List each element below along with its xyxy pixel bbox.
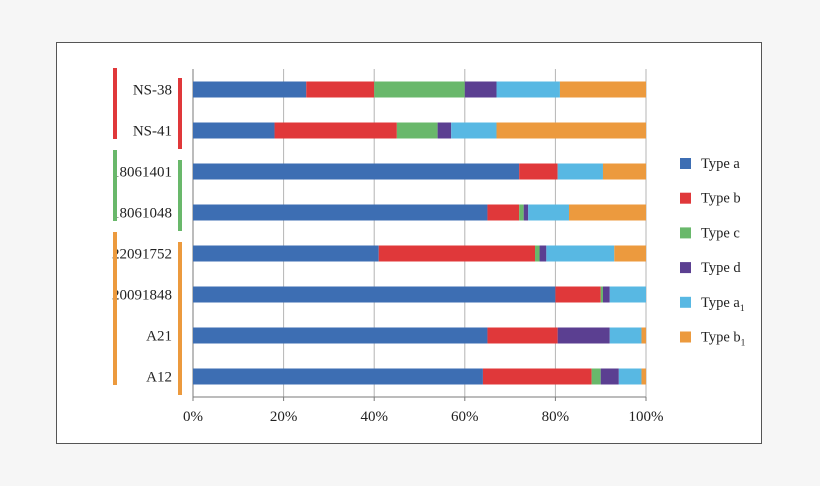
group-bracket-left	[113, 150, 117, 221]
bar-segment	[523, 204, 529, 221]
category-labels: NS-38 NS-41 18061401 18061048 22091752 200918…	[112, 83, 172, 386]
bar-segment	[614, 245, 646, 262]
group-bracket-right	[178, 78, 182, 149]
legend-swatch	[680, 331, 691, 343]
bar-segment	[487, 327, 558, 344]
category-label: 18061048	[112, 206, 172, 222]
group-brackets	[113, 68, 182, 395]
bar-segment	[482, 368, 592, 385]
legend-label: Type a	[701, 156, 740, 172]
legend-swatch	[680, 192, 691, 204]
bar-segment	[193, 245, 379, 262]
bar-segment	[451, 122, 497, 139]
bar-segment	[193, 204, 488, 221]
bar-segment	[193, 81, 307, 98]
category-label: A12	[146, 370, 172, 386]
bar-segment	[496, 122, 646, 139]
bar-segment	[641, 368, 646, 385]
x-tick-label: 0%	[183, 409, 203, 425]
group-bracket-left	[113, 232, 117, 385]
bar-segment	[546, 245, 615, 262]
bar-segment	[600, 368, 619, 385]
bars	[193, 81, 646, 385]
bar-segment	[437, 122, 452, 139]
bar-segment	[609, 286, 646, 303]
bar-segment	[559, 81, 646, 98]
x-tick-label: 60%	[451, 409, 479, 425]
x-tick-label: 40%	[360, 409, 388, 425]
bar-segment	[464, 81, 497, 98]
bar-segment	[618, 368, 642, 385]
bar-segment	[396, 122, 438, 139]
legend-label: Type c	[701, 225, 740, 241]
bar-segment	[193, 368, 483, 385]
bar-segment	[193, 122, 275, 139]
bar-segment	[193, 286, 556, 303]
bar-segment	[600, 286, 603, 303]
category-label: NS-38	[133, 83, 172, 99]
stacked-bar-chart: 0% 20% 40% 60% 80% 100% NS-38 NS-41 18061401 1806…	[112, 68, 746, 425]
bar-segment	[539, 245, 547, 262]
bar-segment	[555, 286, 601, 303]
category-label: NS-41	[133, 124, 172, 140]
legend-label-subscript: 1	[741, 339, 746, 349]
bar-segment	[519, 163, 558, 180]
legend-label-text: Type b	[701, 191, 741, 207]
bar-segment	[519, 204, 524, 221]
legend-swatch	[680, 296, 691, 308]
category-label: 18061401	[112, 165, 172, 181]
legend-swatch	[680, 158, 691, 169]
category-label: A21	[146, 329, 172, 345]
category-label: 20091848	[112, 288, 172, 304]
bar-segment	[591, 368, 601, 385]
x-tick-labels: 0% 20% 40% 60% 80% 100%	[183, 397, 664, 425]
x-tick-label: 20%	[270, 409, 298, 425]
legend-label: Type d	[701, 260, 741, 276]
legend-swatch	[680, 262, 691, 274]
bar-segment	[193, 327, 488, 344]
bar-segment	[641, 327, 646, 344]
bar-segment	[609, 327, 642, 344]
bar-segment	[378, 245, 536, 262]
bar-segment	[374, 81, 465, 98]
bar-segment	[306, 81, 375, 98]
bar-segment	[568, 204, 646, 221]
legend-label-text: Type d	[701, 260, 741, 276]
legend-label-text: Type a	[701, 295, 740, 311]
bar-segment	[487, 204, 520, 221]
group-bracket-right	[178, 160, 182, 231]
bar-segment	[274, 122, 397, 139]
legend-label: Type b1	[701, 330, 746, 349]
legend-label: Type a1	[701, 295, 745, 314]
group-bracket-right	[178, 242, 182, 395]
x-tick-label: 100%	[629, 409, 664, 425]
bar-segment	[496, 81, 560, 98]
bar-segment	[528, 204, 569, 221]
category-label: 22091752	[112, 247, 172, 263]
x-tick-label: 80%	[542, 409, 570, 425]
group-bracket-left	[113, 68, 117, 139]
gridlines	[283, 69, 647, 397]
bar-segment	[602, 286, 610, 303]
legend-label: Type b	[701, 191, 741, 207]
legend-label-text: Type b	[701, 330, 741, 346]
legend-label-text: Type c	[701, 225, 740, 241]
chart-frame: 0% 20% 40% 60% 80% 100% NS-38 NS-41 18061401 1806…	[56, 42, 762, 444]
bar-segment	[557, 327, 610, 344]
bar-segment	[535, 245, 540, 262]
legend-swatch	[680, 227, 691, 239]
legend-label-text: Type a	[701, 156, 740, 172]
bar-segment	[602, 163, 646, 180]
bar-segment	[193, 163, 520, 180]
legend-label-subscript: 1	[740, 304, 745, 314]
bar-segment	[557, 163, 603, 180]
